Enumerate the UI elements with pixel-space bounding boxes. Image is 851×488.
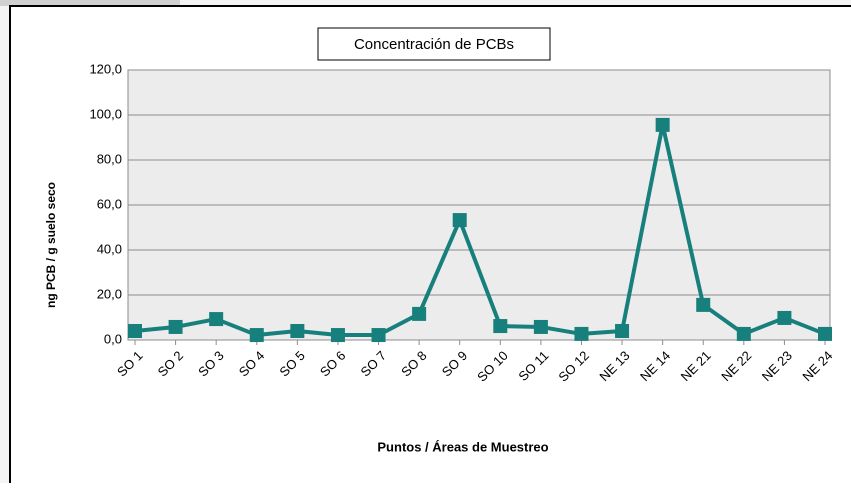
marker <box>371 328 386 343</box>
y-tick-label: 80,0 <box>97 151 122 166</box>
marker <box>574 326 589 341</box>
y-axis-title: ng PCB / g suelo seco <box>44 182 58 308</box>
y-tick-label: 100,0 <box>89 106 122 121</box>
y-tick-label: 0,0 <box>104 331 122 346</box>
y-tick-label: 60,0 <box>97 196 122 211</box>
marker <box>330 328 345 343</box>
marker <box>168 319 183 334</box>
title-box <box>317 27 551 61</box>
marker <box>533 319 548 334</box>
y-tick-label: 40,0 <box>97 241 122 256</box>
marker <box>493 319 508 334</box>
marker <box>412 306 427 321</box>
y-tick-label: 20,0 <box>97 286 122 301</box>
marker <box>209 312 224 327</box>
tab <box>0 0 180 6</box>
marker <box>290 324 305 338</box>
marker <box>249 328 264 343</box>
marker <box>615 324 630 338</box>
marker <box>736 326 751 341</box>
marker <box>696 297 711 312</box>
chart-title: Concentración de PCBs <box>354 36 514 53</box>
x-axis-title: Puntos / Áreas de Muestreo <box>377 439 548 454</box>
marker <box>818 326 832 341</box>
marker <box>777 310 792 325</box>
marker <box>128 324 142 338</box>
marker <box>655 117 670 132</box>
marker <box>452 213 467 228</box>
y-tick-label: 120,0 <box>89 61 122 76</box>
